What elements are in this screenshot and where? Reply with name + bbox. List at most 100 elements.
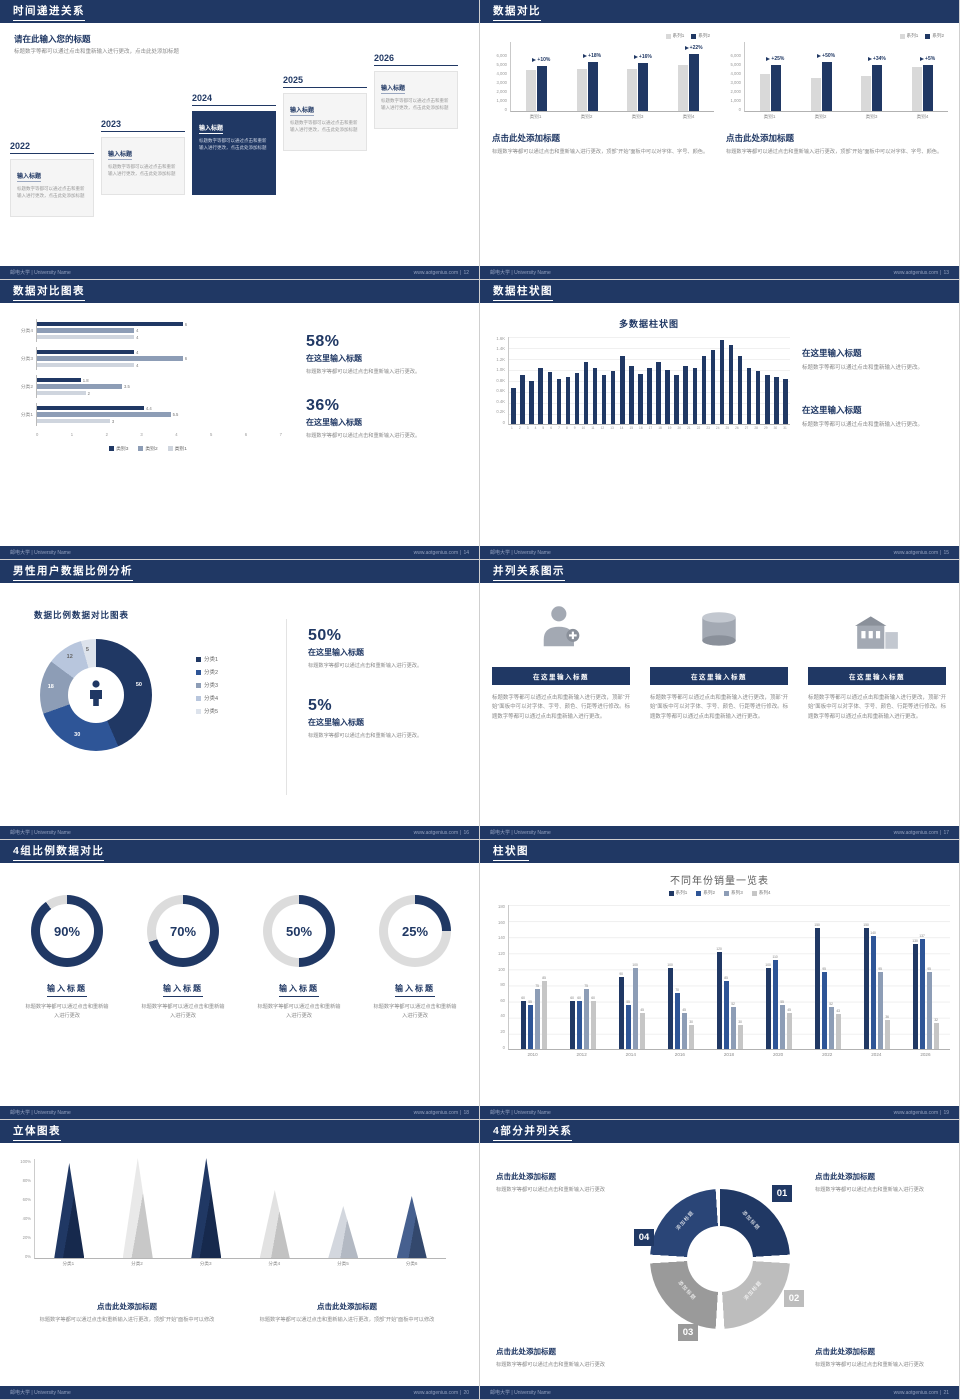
bar-column	[511, 337, 516, 424]
footer-site-page: www.aotgenius.com | 21	[892, 1390, 949, 1396]
bar-column: 55	[779, 1000, 785, 1049]
x-tick-label: 8	[565, 426, 568, 430]
bar-line: 6	[37, 356, 282, 361]
bar-group: 90 55 100 45	[618, 905, 645, 1049]
value-label: 4	[136, 334, 139, 340]
bar-group: 分类2 1.8 3.5 2	[14, 375, 282, 398]
slide-13[interactable]: 数据对比 系列1 系列2 6,000 5,000 4,000 3,000 2,000 1,…	[480, 0, 960, 280]
y-axis: 100% 80% 60% 40% 20% 0%	[14, 1159, 34, 1259]
slide-body: 不同年份销量一览表 系列1 系列2 系列3 系列4 180 160 140 120 10…	[480, 863, 959, 1106]
slide-header: 数据柱状图	[480, 280, 959, 303]
building-icon	[808, 601, 946, 659]
plot-area: +10% +18% +16% +22%	[510, 42, 714, 112]
bar	[610, 371, 616, 424]
footer-sep: |	[940, 1389, 942, 1396]
slide-17[interactable]: 并列关系图示 在这里输入标题 标题数字等都可以通过点击和重新输入进行更改，顶部“…	[480, 560, 960, 840]
category-label: 分类4	[20, 329, 33, 334]
footer-sep: |	[940, 829, 942, 836]
y-tick-label: 0	[502, 1044, 505, 1050]
y-tick-label: 6,000	[496, 53, 507, 58]
chart-title: 不同年份销量一览表	[670, 876, 769, 887]
slide-title: 柱状图	[493, 843, 529, 861]
category-label: 类别3	[631, 114, 644, 119]
item-title-button[interactable]: 在这里输入标题	[492, 667, 630, 685]
footer-university: 邮电大学 | University Name	[490, 1390, 551, 1396]
swatch-icon	[751, 890, 757, 896]
value-label: 3	[111, 418, 115, 424]
bar	[728, 345, 734, 424]
slide-body: 系列1 系列2 6,000 5,000 4,000 3,000 2,000 1,000 0 +…	[480, 23, 959, 266]
item-text: 标题数字等都可以通过点击和重新输入进行更改，顶部“开始”面板中可以对字体、字号、…	[492, 695, 630, 720]
series-bar	[730, 1007, 736, 1049]
bar	[529, 381, 534, 424]
y-tick-label: 80%	[22, 1178, 31, 1183]
bar	[37, 334, 135, 340]
slide-15[interactable]: 数据柱状图 多数据柱状图 1.6K 1.4K 1.2K 1.0K 0.8K 0.6K 0.4…	[480, 280, 960, 560]
bar-column	[683, 337, 688, 424]
series-bar	[737, 1024, 743, 1049]
legend-item: 系列2	[691, 33, 710, 39]
block-title: 点击此处添加标题	[815, 1172, 875, 1181]
legend-item: 类别3	[109, 445, 128, 452]
value-label: 85	[542, 975, 546, 980]
slide-body: 在这里输入标题 标题数字等都可以通过点击和重新输入进行更改，顶部“开始”面板中可…	[480, 583, 959, 826]
bar-column: 60	[569, 996, 575, 1049]
slide-20[interactable]: 立体图表 100% 80% 60% 40% 20% 0% 分类1 分类2 分类3 分类4 分类5 分类…	[0, 1120, 480, 1400]
chart-block-right: 系列1 系列2 6,000 5,000 4,000 3,000 2,000 1,000 0 +…	[726, 33, 948, 157]
item-title-button[interactable]: 在这里输入标题	[650, 667, 788, 685]
ring-diagram: 添加标题 添加标题 添加标题 添加标题 01 02 03 04	[634, 1185, 804, 1341]
slide-14[interactable]: 数据对比图表 分类4 6 4 4 分类3 4 6 4 分类2 1.8 3.5 2 分类1 4.4 5.5 3 0…	[0, 280, 480, 560]
y-tick-label: 0.6K	[496, 388, 505, 394]
badge-02: 02	[784, 1290, 804, 1307]
bar	[37, 390, 86, 396]
caption-title: 点击此处添加标题	[97, 1302, 157, 1311]
category-label: 分类4	[268, 1261, 281, 1266]
value-label: 100	[667, 963, 673, 968]
legend: 系列1 系列2 系列3 系列4	[480, 890, 959, 896]
y-tick-label: 1.4K	[496, 346, 505, 352]
timeline-item-2025: 2025 输入标题 标题数字等都可以通过点击和重新输入进行更改，点击此处添加标题	[283, 75, 367, 151]
slide-header: 男性用户数据比例分析	[0, 560, 479, 583]
bar-column: 150	[814, 923, 820, 1049]
slide-21[interactable]: 4部分并列关系 添加标题 添加标题 添加标题 添加标题 01 02 03 04 …	[480, 1120, 960, 1400]
percent-annotation: +18%	[583, 50, 601, 62]
x-tick-label: 27	[744, 426, 749, 430]
spacer	[14, 1259, 34, 1267]
slide-19[interactable]: 柱状图 不同年份销量一览表 系列1 系列2 系列3 系列4 180 160 140 1…	[480, 840, 960, 1120]
footer-site: www.aotgenius.com	[893, 549, 939, 556]
flag-icon	[920, 56, 925, 61]
x-tick-label: 21	[687, 426, 691, 430]
bar	[565, 376, 571, 424]
x-axis: 2010 2012 2014 2016 2018 2020 2022 2024 2026	[488, 1050, 950, 1057]
item-title-button[interactable]: 在这里输入标题	[808, 667, 946, 685]
box-text: 标题数字等都可以通过点击和重新输入进行更改，点击此处添加标题	[381, 98, 449, 111]
category-label: 2012	[576, 1052, 587, 1057]
bar	[647, 368, 652, 424]
x-labels: 分类1 分类2 分类3 分类4 分类5 分类6	[34, 1259, 446, 1267]
footer-site-page: www.aotgenius.com | 16	[412, 830, 469, 836]
flag-icon	[867, 56, 872, 61]
bar-column: 52	[828, 1002, 834, 1049]
footer-sep: |	[940, 269, 942, 276]
bar-column	[583, 337, 589, 424]
footer-university: 邮电大学 | University Name	[490, 1110, 551, 1116]
series1-bar	[759, 74, 770, 111]
value-label: 55	[780, 999, 784, 1004]
series-bar	[576, 1000, 582, 1049]
flag-icon	[583, 53, 588, 58]
slide-18[interactable]: 4组比例数据对比 90% 输入标题 标题数字等都可以通过点击和重新输入进行更改 …	[0, 840, 480, 1120]
percent-label: +18%	[588, 52, 602, 59]
footer-page: 19	[943, 1109, 949, 1116]
bar-group: +25%	[759, 42, 784, 111]
box-title: 输入标题	[381, 83, 406, 94]
slide-16[interactable]: 男性用户数据比例分析 数据比例数据对比图表 50 30 18 12 5 分类1 分类2 …	[0, 560, 480, 840]
x-tick-label: 3	[526, 426, 529, 430]
bar-line: 1.8	[37, 378, 282, 383]
year-label: 2026	[374, 53, 458, 66]
slide-12[interactable]: 时间递进关系 请在此输入您的标题 标题数字等都可以通过点击和重新输入进行更改，点…	[0, 0, 480, 280]
series1-swatch-icon	[899, 33, 905, 39]
bar	[37, 362, 135, 368]
swatch-icon	[196, 669, 201, 675]
gauge-item: 50% 输入标题 标题数字等都可以通过点击和重新输入进行更改	[246, 895, 352, 1021]
series2-bar	[536, 65, 547, 111]
